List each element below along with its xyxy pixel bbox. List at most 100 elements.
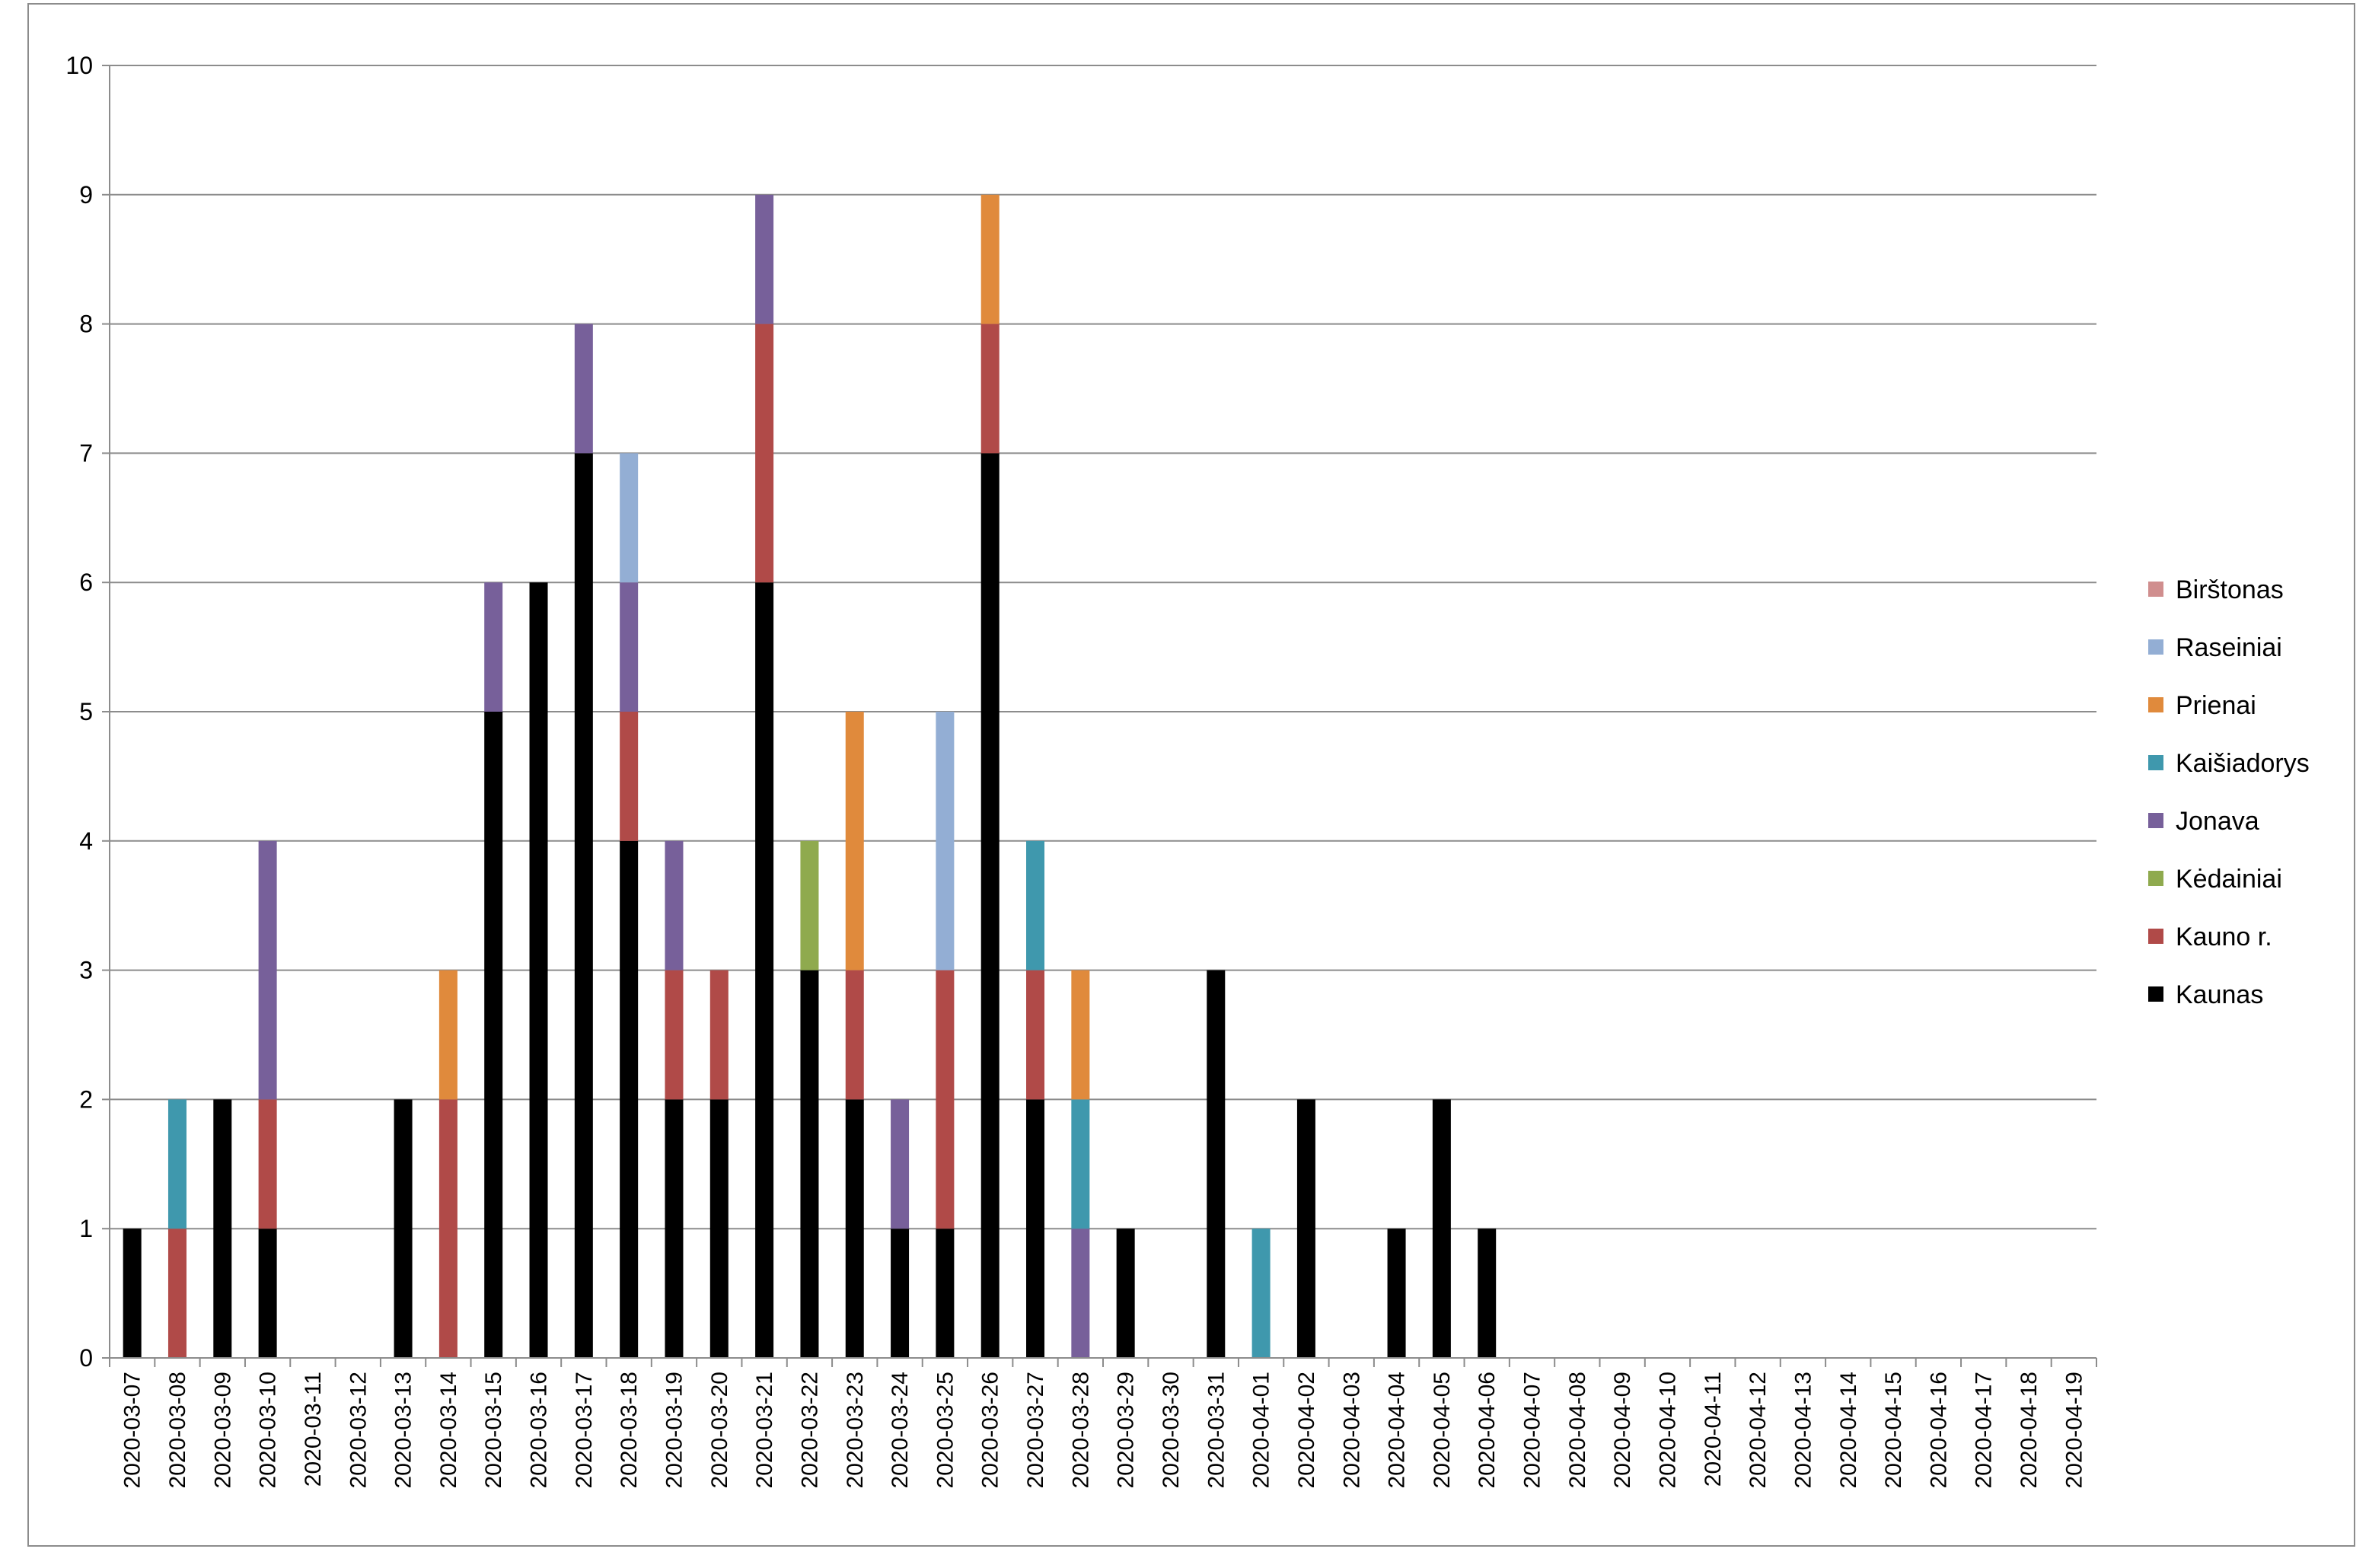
x-tick-label-2020-04-06: 2020-04-06 [1475, 1372, 1500, 1488]
bar-segment-kauno-r--2020-03-21 [755, 323, 774, 583]
bar-segment-kaunas-2020-03-25 [936, 1229, 955, 1358]
legend-label-bir-tonas: Birštonas [2176, 575, 2284, 604]
x-tick-label-2020-04-14: 2020-04-14 [1836, 1372, 1861, 1488]
x-tick-label-2020-04-02: 2020-04-02 [1294, 1372, 1319, 1488]
y-tick-label-10: 10 [65, 52, 93, 79]
bar-segment-kauno-r--2020-03-20 [709, 970, 729, 1100]
bar-segment-kaunas-2020-03-23 [845, 1099, 864, 1358]
x-tick-label-2020-03-13: 2020-03-13 [391, 1372, 416, 1488]
legend-swatch-kauno-r- [2148, 929, 2163, 944]
legend-label-prienai: Prienai [2176, 691, 2256, 720]
bar-segment-kaunas-2020-03-19 [665, 1099, 684, 1358]
bar-segment-kaunas-2020-03-09 [213, 1099, 232, 1358]
bars [123, 194, 1497, 1358]
bar-segment-kaunas-2020-03-24 [891, 1229, 910, 1358]
bar-segment-kai-iadorys-2020-03-27 [1026, 840, 1045, 970]
legend-swatch-kaunas [2148, 986, 2163, 1002]
x-tick-label-2020-04-16: 2020-04-16 [1926, 1372, 1951, 1488]
y-tick-label-6: 6 [79, 569, 93, 596]
legend-label-jonava: Jonava [2176, 807, 2259, 836]
bar-segment-kauno-r--2020-03-19 [665, 970, 684, 1100]
bar-segment-kauno-r--2020-03-08 [167, 1229, 187, 1358]
bar-segment-kaunas-2020-03-29 [1116, 1229, 1135, 1358]
x-tick-label-2020-03-26: 2020-03-26 [978, 1372, 1003, 1488]
bar-segment-kaunas-2020-03-26 [980, 453, 1000, 1358]
bar-segment-kauno-r--2020-03-27 [1026, 970, 1045, 1100]
x-tick-label-2020-03-10: 2020-03-10 [256, 1372, 281, 1488]
x-tick-label-2020-03-22: 2020-03-22 [797, 1372, 822, 1488]
x-tick-label-2020-04-15: 2020-04-15 [1881, 1372, 1906, 1488]
bar-segment-kaunas-2020-03-07 [123, 1229, 142, 1358]
bar-segment-kaunas-2020-04-04 [1387, 1229, 1406, 1358]
legend-label-kaunas: Kaunas [2176, 980, 2263, 1009]
x-tick-label-2020-03-18: 2020-03-18 [617, 1372, 642, 1488]
bar-segment-jonava-2020-03-17 [574, 323, 593, 454]
legend-label-k-dainiai: Kėdainiai [2176, 865, 2282, 894]
bar-segment-jonava-2020-03-10 [258, 840, 277, 1100]
y-tick-label-0: 0 [79, 1344, 93, 1372]
x-tick-label-2020-03-14: 2020-03-14 [436, 1372, 461, 1488]
bar-segment-jonava-2020-03-19 [665, 840, 684, 970]
x-tick-label-2020-03-09: 2020-03-09 [210, 1372, 235, 1488]
y-tick-label-7: 7 [79, 439, 93, 467]
legend-swatch-k-dainiai [2148, 871, 2163, 886]
x-tick-label-2020-03-11: 2020-03-11 [301, 1372, 326, 1487]
legend-label-kai-iadorys: Kaišiadorys [2176, 749, 2310, 778]
x-tick-label-2020-03-20: 2020-03-20 [707, 1372, 732, 1488]
bar-segment-kai-iadorys-2020-03-08 [167, 1099, 187, 1229]
x-tick-label-2020-03-21: 2020-03-21 [752, 1372, 777, 1488]
x-tick-label-2020-03-29: 2020-03-29 [1114, 1372, 1139, 1488]
x-axis-ticks: 2020-03-07 2020-03-08 2020-03-09 2020-03-10… [120, 1372, 2087, 1488]
bar-segment-kaunas-2020-04-02 [1296, 1099, 1315, 1358]
bar-segment-prienai-2020-03-26 [980, 194, 1000, 324]
x-tick-label-2020-04-19: 2020-04-19 [2061, 1372, 2087, 1488]
bar-segment-raseiniai-2020-03-18 [620, 453, 639, 583]
x-tick-label-2020-03-15: 2020-03-15 [481, 1372, 506, 1488]
bar-segment-kauno-r--2020-03-25 [936, 970, 955, 1229]
legend-label-kauno-r-: Kauno r. [2176, 923, 2272, 951]
bar-segment-kai-iadorys-2020-04-01 [1251, 1229, 1271, 1358]
x-tick-label-2020-03-23: 2020-03-23 [843, 1372, 868, 1488]
bar-segment-k-dainiai-2020-03-22 [800, 840, 819, 970]
bar-segment-kaunas-2020-03-17 [574, 453, 593, 1358]
bar-segment-kauno-r--2020-03-26 [980, 323, 1000, 454]
x-tick-label-2020-04-05: 2020-04-05 [1430, 1372, 1455, 1488]
x-tick-label-2020-04-09: 2020-04-09 [1610, 1372, 1635, 1488]
y-tick-label-2: 2 [79, 1085, 93, 1113]
legend-swatch-prienai [2148, 697, 2163, 712]
legend: Birštonas Raseiniai Prienai Kaišiadorys Jona… [2148, 575, 2310, 1009]
bar-segment-jonava-2020-03-18 [620, 582, 639, 712]
y-axis-ticks: 0 1 2 3 4 5 6 7 8 9 10 [65, 52, 93, 1372]
bar-segment-kaunas-2020-04-05 [1432, 1099, 1451, 1358]
x-tick-label-2020-04-04: 2020-04-04 [1385, 1372, 1410, 1488]
bar-segment-jonava-2020-03-28 [1071, 1229, 1090, 1358]
x-tick-label-2020-04-01: 2020-04-01 [1249, 1372, 1274, 1488]
x-tick-label-2020-03-19: 2020-03-19 [662, 1372, 687, 1488]
bar-segment-kaunas-2020-03-18 [620, 840, 639, 1358]
legend-swatch-kai-iadorys [2148, 755, 2163, 770]
bar-segment-kaunas-2020-04-06 [1478, 1229, 1497, 1358]
x-tick-label-2020-04-18: 2020-04-18 [2017, 1372, 2042, 1488]
bar-segment-kaunas-2020-03-21 [755, 582, 774, 1358]
bar-segment-jonava-2020-03-15 [484, 582, 503, 712]
x-tick-label-2020-03-07: 2020-03-07 [120, 1372, 145, 1488]
x-tick-label-2020-04-11: 2020-04-11 [1701, 1372, 1726, 1487]
x-tick-label-2020-03-17: 2020-03-17 [572, 1372, 597, 1488]
x-tick-label-2020-04-17: 2020-04-17 [1972, 1372, 1997, 1488]
bar-segment-kauno-r--2020-03-14 [438, 1099, 458, 1358]
x-tick-label-2020-04-08: 2020-04-08 [1565, 1372, 1590, 1488]
x-tick-label-2020-03-27: 2020-03-27 [1023, 1372, 1048, 1488]
y-tick-label-1: 1 [79, 1215, 93, 1242]
bar-segment-jonava-2020-03-21 [755, 194, 774, 324]
bar-segment-kai-iadorys-2020-03-28 [1071, 1099, 1090, 1229]
bar-segment-kaunas-2020-03-10 [258, 1229, 277, 1358]
x-tick-label-2020-03-31: 2020-03-31 [1204, 1372, 1229, 1488]
y-tick-label-5: 5 [79, 698, 93, 725]
y-tick-label-8: 8 [79, 311, 93, 338]
x-tick-label-2020-03-28: 2020-03-28 [1068, 1372, 1093, 1488]
bar-segment-kaunas-2020-03-22 [800, 970, 819, 1358]
bar-segment-jonava-2020-03-24 [891, 1099, 910, 1229]
y-tick-label-4: 4 [79, 827, 93, 855]
bar-segment-kaunas-2020-03-15 [484, 712, 503, 1358]
axes [109, 65, 2097, 1367]
